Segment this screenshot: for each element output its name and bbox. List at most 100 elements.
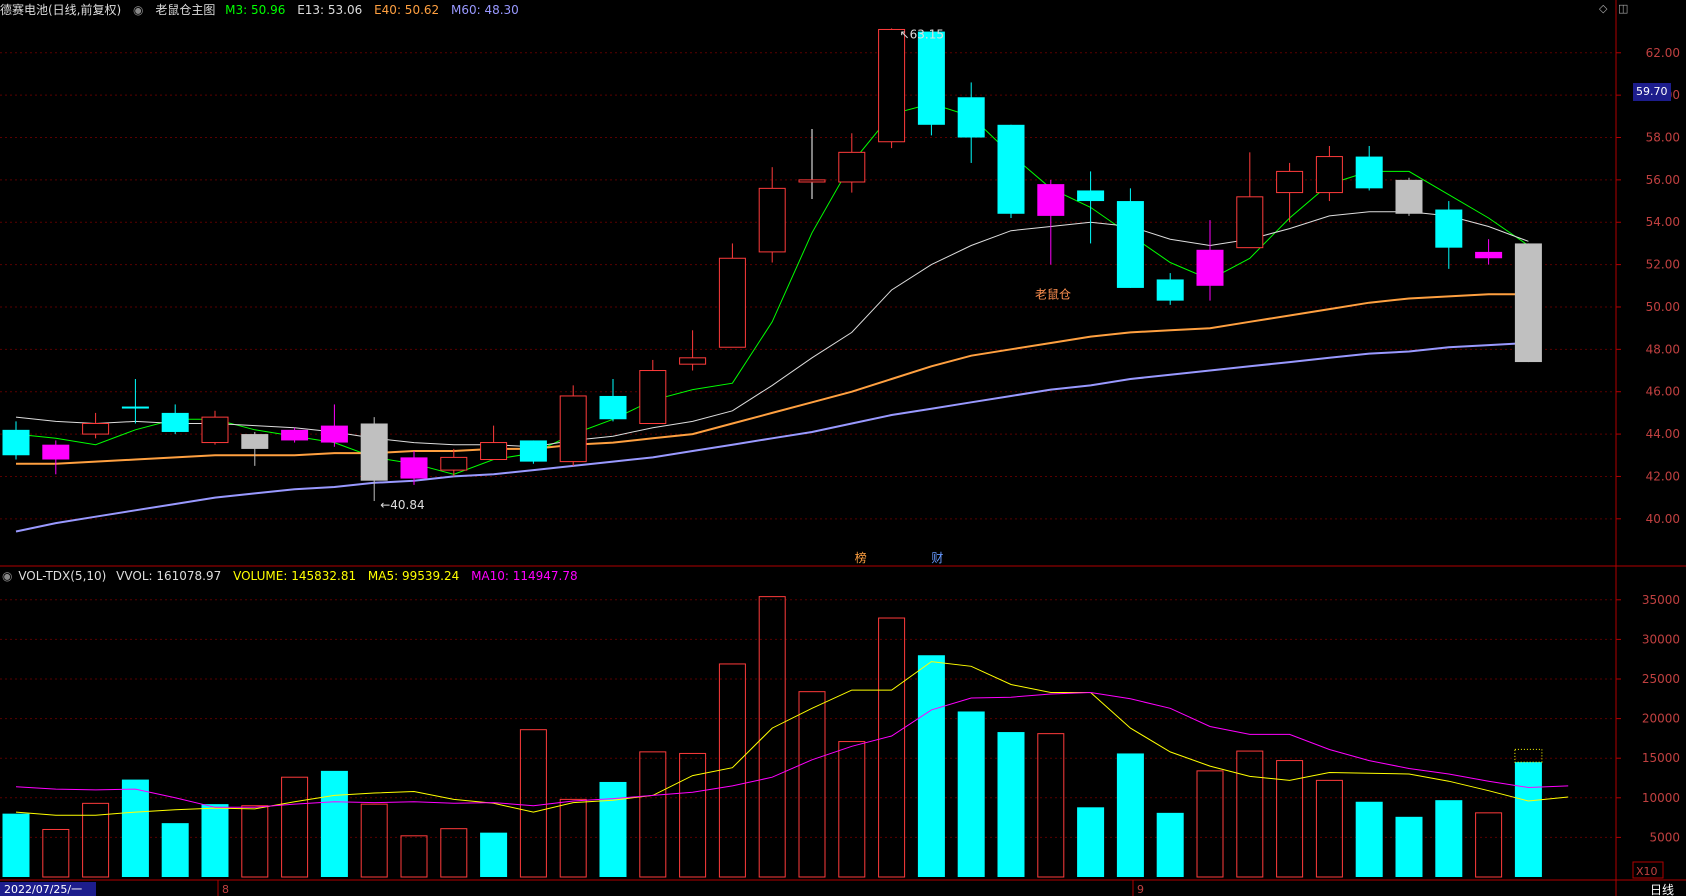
indicator-name[interactable]: 老鼠仓主图 xyxy=(155,3,216,17)
candle-body-down xyxy=(241,434,269,449)
volume-bar-down xyxy=(1156,812,1184,877)
candle-body-down xyxy=(519,440,547,462)
volume-bar-down xyxy=(2,813,30,877)
vvol-projection xyxy=(1514,748,1543,763)
candle-body-down xyxy=(42,444,70,460)
volume-bar-down xyxy=(480,832,508,877)
vol-ma5: MA5: 99539.24 xyxy=(367,569,460,583)
price-tick-label: 50.00 xyxy=(1646,300,1680,314)
volume-bar-up xyxy=(838,741,866,878)
candle-body-down xyxy=(1395,179,1423,214)
volume-bar-up xyxy=(559,798,587,878)
candle-body-down xyxy=(1156,279,1184,301)
price-tick-label: 40.00 xyxy=(1646,512,1680,526)
settings-circle-icon[interactable]: ◉ xyxy=(133,3,144,17)
volume-bar-up xyxy=(1196,770,1224,878)
ma-e40: E40: 50.62 xyxy=(374,3,440,17)
candle-body-down xyxy=(1355,156,1383,189)
ma-line-e40 xyxy=(16,293,1529,465)
month-9-label: 9 xyxy=(1137,883,1144,896)
vol-title[interactable]: VOL-TDX(5,10) xyxy=(18,569,107,583)
candle-body-down xyxy=(957,97,985,138)
candle-body-down xyxy=(1196,249,1224,286)
volume-tick-label: 15000 xyxy=(1642,751,1680,765)
price-tick-label: 42.00 xyxy=(1646,469,1680,483)
volume-bar-down xyxy=(997,732,1025,877)
volume-bar-down xyxy=(1435,800,1463,877)
price-tick-label: 56.00 xyxy=(1646,173,1680,187)
date-label: 2022/07/25/一 xyxy=(4,883,82,896)
volume-bar-down xyxy=(1355,801,1383,877)
volume-bar-up xyxy=(1276,760,1304,878)
volume-chart-header: ◉ VOL-TDX(5,10) VVOL: 161078.97 VOLUME: … xyxy=(2,566,586,586)
price-tick-label: 48.00 xyxy=(1646,342,1680,356)
date-label-bg xyxy=(0,882,96,896)
volume-bar-down xyxy=(917,655,945,877)
candle-body-down xyxy=(997,124,1025,214)
volume-bar-up xyxy=(1315,779,1343,878)
window-icon[interactable]: ◫ xyxy=(1618,2,1629,15)
volume-bar-up xyxy=(679,752,707,878)
candle-body-up xyxy=(1276,170,1304,194)
vol-vvol: VVOL: 161078.97 xyxy=(116,569,222,583)
stock-name: 德赛电池(日线,前复权) xyxy=(0,3,122,17)
ma-m3: M3: 50.96 xyxy=(225,3,286,17)
volume-bar-up xyxy=(1475,812,1503,878)
candle-body-up xyxy=(639,370,667,424)
candle-body-down xyxy=(1475,251,1503,259)
period-label: 日线 xyxy=(1650,883,1674,896)
marker-bang: 榜 xyxy=(855,550,867,565)
candle-body-up xyxy=(798,179,826,183)
volume-bar-up xyxy=(798,691,826,878)
candle-body-doji xyxy=(121,406,149,409)
volume-tick-label: 10000 xyxy=(1642,791,1680,805)
volume-bar-down xyxy=(161,823,189,877)
volume-tick-label: 5000 xyxy=(1649,830,1680,844)
volume-bar-down xyxy=(599,781,627,877)
price-tick-label: 62.00 xyxy=(1646,46,1680,60)
candle-body-down xyxy=(1116,201,1144,288)
ma-m60: M60: 48.30 xyxy=(450,3,519,17)
volume-bar-up xyxy=(360,803,388,878)
candle-body-up xyxy=(838,151,866,183)
ma-line-m3 xyxy=(15,103,1529,475)
candle-body-down xyxy=(360,423,388,481)
price-tick-label: 54.00 xyxy=(1646,215,1680,229)
volume-tick-label: 30000 xyxy=(1642,632,1680,646)
volume-bar-up xyxy=(1037,733,1065,878)
low-price-label: ←40.84 xyxy=(380,498,424,512)
volume-bar-down xyxy=(1514,762,1542,877)
price-tick-label: 46.00 xyxy=(1646,385,1680,399)
ma-line-m60 xyxy=(15,342,1529,533)
candle-body-down xyxy=(400,457,428,479)
vol-ma10: MA10: 114947.78 xyxy=(471,569,578,583)
volume-bar-down xyxy=(1077,807,1105,877)
candle-body-down xyxy=(1435,209,1463,248)
ma-line-e13 xyxy=(15,211,1529,448)
volume-ma-line-ma10 xyxy=(15,691,1569,808)
candle-body-up xyxy=(82,422,110,435)
candle-body-down xyxy=(1514,243,1542,363)
volume-tick-label: 35000 xyxy=(1642,593,1680,607)
candle-body-up xyxy=(758,187,786,253)
candle-body-down xyxy=(2,429,30,456)
diamond-icon[interactable]: ◇ xyxy=(1599,2,1608,15)
month-8-label: 8 xyxy=(222,883,229,896)
current-price-tag: 59.70 xyxy=(1633,83,1671,101)
vol-unit-label: X10 xyxy=(1636,865,1658,878)
volume-bar-down xyxy=(121,779,149,877)
volume-bar-up xyxy=(440,828,468,878)
volume-tick-label: 20000 xyxy=(1642,712,1680,726)
candle-body-up xyxy=(1315,156,1343,194)
candle-body-down xyxy=(320,425,348,443)
candle-body-down xyxy=(1077,190,1105,202)
vol-volume: VOLUME: 145832.81 xyxy=(233,569,357,583)
volume-bar-up xyxy=(718,663,746,878)
candle-body-up xyxy=(480,442,508,461)
rat-position-label: 老鼠仓 xyxy=(1035,288,1071,302)
candle-body-down xyxy=(161,412,189,432)
settings-circle-icon[interactable]: ◉ xyxy=(2,569,13,583)
vol-unit-box xyxy=(1632,861,1664,879)
candle-body-up xyxy=(679,357,707,365)
